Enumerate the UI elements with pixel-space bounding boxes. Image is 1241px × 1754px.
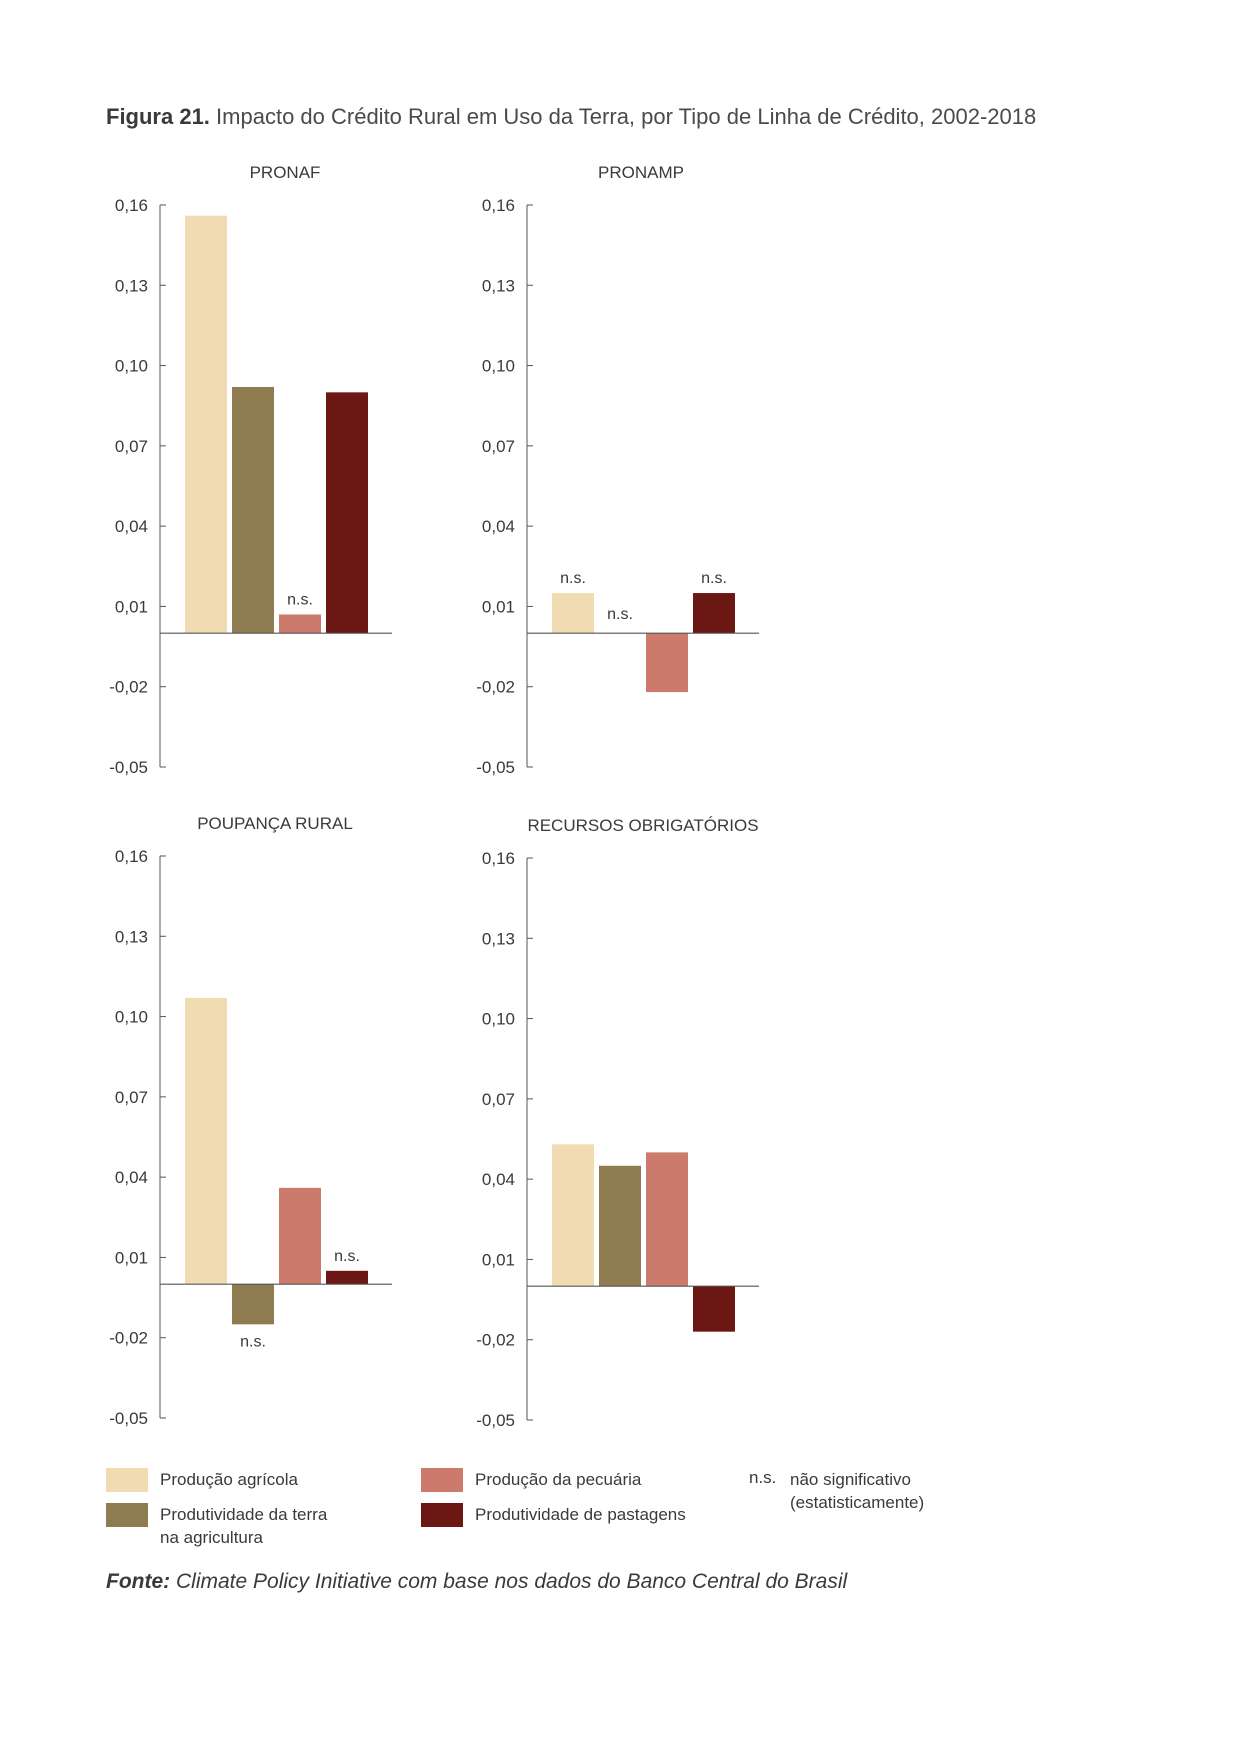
figure-title-text: Impacto do Crédito Rural em Uso da Terra…	[216, 104, 1037, 129]
legend-swatch	[421, 1468, 463, 1492]
y-tick-label: -0,02	[109, 1329, 148, 1348]
bar	[185, 215, 227, 634]
y-tick-label: -0,05	[109, 758, 148, 777]
legend-label: Produtividade de pastagens	[475, 1505, 686, 1524]
bar	[326, 1270, 368, 1285]
y-tick-label: 0,01	[115, 1248, 148, 1267]
bar	[232, 1284, 274, 1325]
bar-annotation: n.s.	[607, 606, 633, 623]
y-tick-label: 0,07	[115, 1088, 148, 1107]
y-tick-label: 0,16	[482, 196, 515, 215]
bar	[646, 1152, 688, 1287]
y-tick-label: 0,01	[115, 597, 148, 616]
bar-annotation: n.s.	[560, 570, 586, 587]
y-tick-label: 0,13	[482, 929, 515, 948]
bar	[552, 1144, 594, 1287]
y-tick-label: -0,05	[476, 1411, 515, 1430]
figure-label: Figura 21.	[106, 104, 210, 129]
y-tick-label: 0,01	[482, 1250, 515, 1269]
chart-title: PRONAF	[250, 163, 321, 182]
legend-item-produtividade-pastagens: Produtividade de pastagens	[421, 1503, 686, 1527]
bar-annotation: n.s.	[701, 570, 727, 587]
chart-title: PRONAMP	[598, 163, 684, 182]
bar	[552, 593, 594, 634]
legend-item-produtividade-terra: Produtividade da terra na agricultura	[106, 1503, 327, 1549]
y-tick-label: 0,10	[115, 1008, 148, 1027]
bar	[646, 633, 688, 693]
y-tick-label: 0,16	[115, 196, 148, 215]
bar-annotation: n.s.	[287, 591, 313, 608]
y-tick-label: 0,07	[482, 437, 515, 456]
y-tick-label: 0,04	[482, 517, 515, 536]
figure-title: Figura 21. Impacto do Crédito Rural em U…	[106, 104, 1036, 130]
legend-swatch	[106, 1503, 148, 1527]
source-note: Fonte: Climate Policy Initiative com bas…	[106, 1570, 847, 1594]
bar	[326, 392, 368, 634]
chart-title: POUPANÇA RURAL	[197, 814, 353, 833]
y-tick-label: -0,05	[476, 758, 515, 777]
y-tick-label: 0,07	[115, 437, 148, 456]
y-tick-label: -0,02	[109, 678, 148, 697]
bar	[693, 1286, 735, 1332]
legend-item-producao-agricola: Produção agrícola	[106, 1468, 298, 1492]
y-tick-label: 0,10	[482, 357, 515, 376]
y-tick-label: 0,04	[115, 517, 148, 536]
legend-ns-text: não significativo (estatisticamente)	[790, 1470, 925, 1512]
y-tick-label: -0,02	[476, 1331, 515, 1350]
y-tick-label: 0,13	[482, 276, 515, 295]
chart-title: RECURSOS OBRIGATÓRIOS	[527, 816, 758, 835]
bar	[279, 1187, 321, 1285]
y-tick-label: 0,10	[482, 1010, 515, 1029]
y-tick-label: -0,02	[476, 678, 515, 697]
y-tick-label: 0,07	[482, 1090, 515, 1109]
bar	[279, 614, 321, 634]
y-tick-label: 0,04	[482, 1170, 515, 1189]
y-tick-label: 0,04	[115, 1168, 148, 1187]
bar	[599, 1165, 641, 1287]
y-tick-label: -0,05	[109, 1409, 148, 1428]
bar	[185, 997, 227, 1285]
y-tick-label: 0,13	[115, 276, 148, 295]
source-label: Fonte:	[106, 1570, 171, 1593]
legend-swatch	[421, 1503, 463, 1527]
bar-annotation: n.s.	[334, 1248, 360, 1265]
source-text: Climate Policy Initiative com base nos d…	[176, 1570, 848, 1593]
y-tick-label: 0,16	[482, 849, 515, 868]
legend-label: Produção agrícola	[160, 1470, 298, 1489]
y-tick-label: 0,01	[482, 597, 515, 616]
bar-annotation: n.s.	[240, 1333, 266, 1350]
legend-item-producao-pecuaria: Produção da pecuária	[421, 1468, 641, 1492]
legend-label: Produção da pecuária	[475, 1470, 642, 1489]
y-tick-label: 0,13	[115, 927, 148, 946]
legend-ns-abbr: n.s.	[749, 1468, 777, 1487]
bar	[693, 593, 735, 634]
bar	[232, 386, 274, 634]
legend-label: Produtividade da terra na agricultura	[160, 1505, 328, 1547]
y-tick-label: 0,10	[115, 357, 148, 376]
y-tick-label: 0,16	[115, 847, 148, 866]
legend-swatch	[106, 1468, 148, 1492]
